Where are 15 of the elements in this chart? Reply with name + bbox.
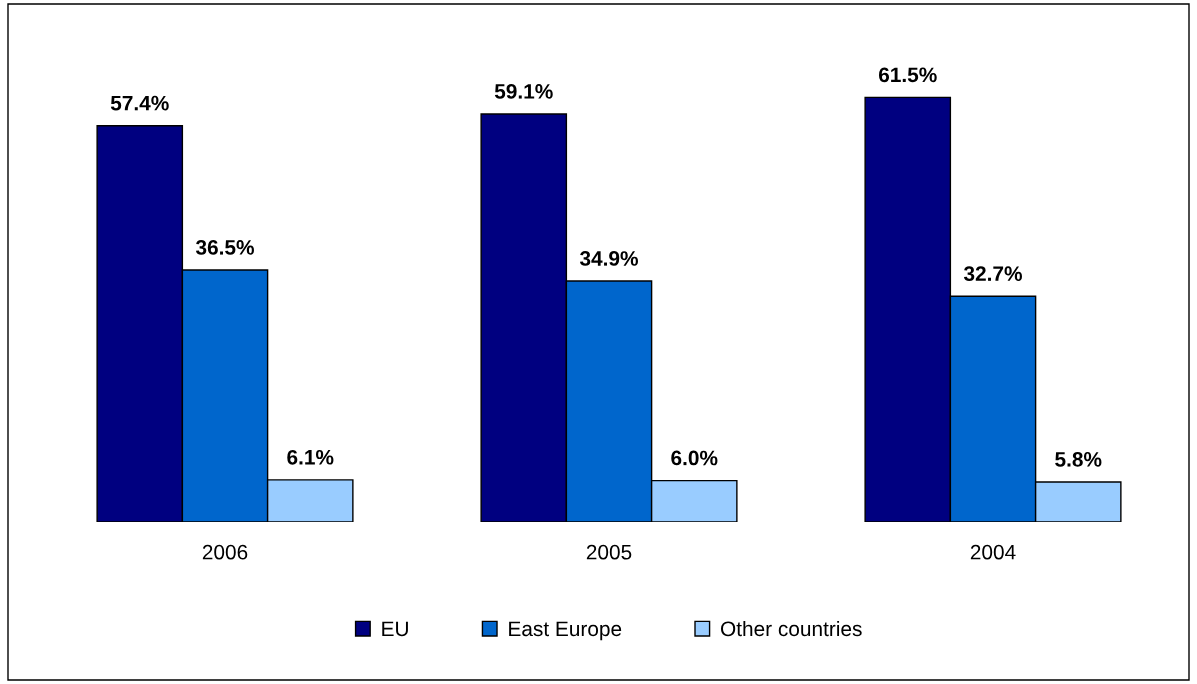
x-tick-label: 2005 bbox=[586, 544, 632, 560]
data-label: 34.9% bbox=[579, 251, 638, 266]
data-label: 59.1% bbox=[494, 84, 553, 99]
data-label: 32.7% bbox=[963, 266, 1022, 282]
x-tick-label: 2004 bbox=[970, 544, 1016, 560]
data-label: 57.4% bbox=[110, 95, 169, 111]
legend-label: EU bbox=[382, 621, 408, 637]
legend-label: East Europe bbox=[509, 621, 622, 641]
data-label: 5.8% bbox=[1055, 451, 1102, 467]
data-label: 6.0% bbox=[671, 450, 718, 466]
data-label: 6.1% bbox=[287, 449, 334, 465]
data-label: 36.5% bbox=[195, 240, 254, 255]
x-tick-label: 2006 bbox=[202, 544, 248, 560]
legend-label: Other countries bbox=[720, 620, 862, 637]
data-label: 61.5% bbox=[878, 67, 937, 83]
